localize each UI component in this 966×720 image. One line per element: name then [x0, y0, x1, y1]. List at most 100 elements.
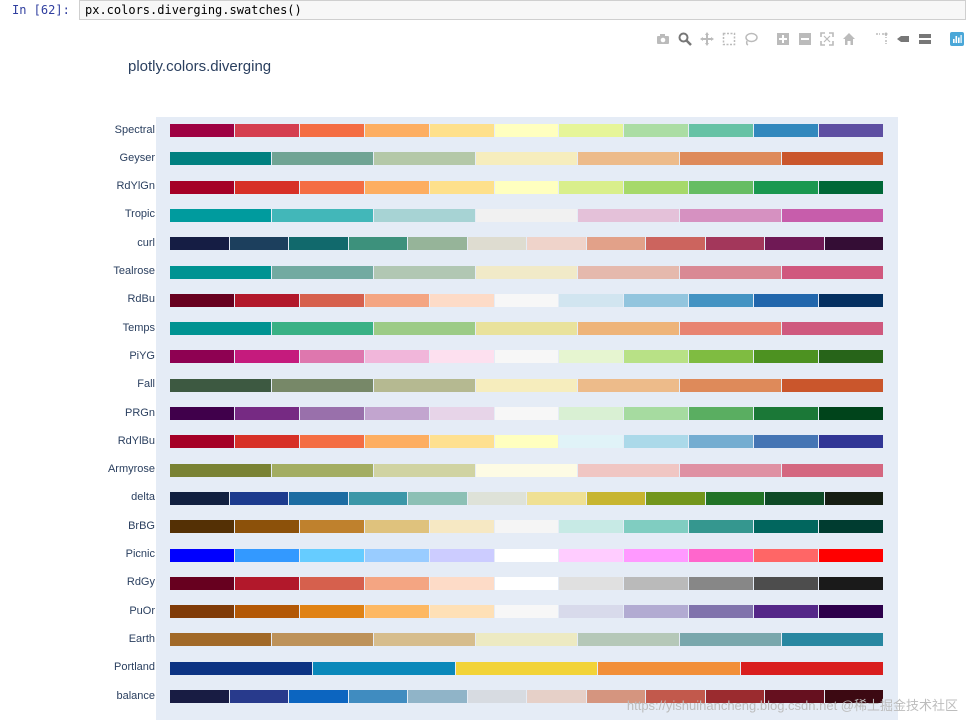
color-swatch[interactable]: [680, 152, 781, 166]
color-swatch[interactable]: [689, 407, 754, 420]
color-swatch[interactable]: [289, 237, 348, 251]
color-swatch[interactable]: [559, 124, 624, 137]
color-swatch[interactable]: [494, 435, 559, 449]
zoom-icon[interactable]: [676, 30, 694, 48]
color-swatch[interactable]: [170, 265, 271, 279]
color-swatch[interactable]: [680, 633, 781, 647]
color-swatch[interactable]: [170, 322, 271, 336]
color-swatch[interactable]: [429, 350, 494, 364]
color-swatch[interactable]: [559, 520, 624, 534]
color-swatch[interactable]: [624, 605, 689, 619]
color-swatch[interactable]: [170, 520, 234, 534]
color-swatch[interactable]: [476, 265, 577, 279]
color-swatch[interactable]: [754, 350, 819, 364]
color-swatch[interactable]: [299, 124, 364, 137]
color-swatch[interactable]: [494, 350, 559, 364]
color-swatch[interactable]: [170, 350, 234, 364]
color-swatch[interactable]: [559, 605, 624, 619]
color-swatch[interactable]: [170, 690, 229, 703]
color-swatch[interactable]: [765, 237, 824, 251]
color-swatch[interactable]: [559, 435, 624, 449]
zoom-out-icon[interactable]: [796, 30, 814, 48]
color-swatch[interactable]: [429, 548, 494, 562]
color-swatch[interactable]: [646, 491, 705, 505]
color-swatch[interactable]: [272, 322, 373, 336]
color-swatch[interactable]: [494, 520, 559, 534]
color-swatch[interactable]: [467, 237, 526, 251]
hover-compare-icon[interactable]: [916, 30, 934, 48]
color-swatch[interactable]: [299, 435, 364, 449]
color-swatch[interactable]: [289, 491, 348, 505]
color-swatch[interactable]: [476, 378, 577, 392]
color-swatch[interactable]: [578, 378, 679, 392]
color-swatch[interactable]: [429, 520, 494, 534]
color-swatch[interactable]: [374, 322, 475, 336]
color-swatch[interactable]: [646, 690, 705, 703]
color-swatch[interactable]: [624, 124, 689, 137]
color-swatch[interactable]: [578, 463, 679, 477]
color-swatch[interactable]: [819, 180, 883, 194]
color-swatch[interactable]: [272, 208, 373, 222]
color-swatch[interactable]: [754, 180, 819, 194]
color-swatch[interactable]: [170, 576, 234, 590]
color-swatch[interactable]: [741, 661, 883, 675]
hover-closest-icon[interactable]: [894, 30, 912, 48]
color-swatch[interactable]: [689, 548, 754, 562]
color-swatch[interactable]: [408, 690, 467, 703]
color-swatch[interactable]: [646, 237, 705, 251]
color-swatch[interactable]: [299, 520, 364, 534]
color-swatch[interactable]: [689, 350, 754, 364]
color-swatch[interactable]: [272, 633, 373, 647]
color-swatch[interactable]: [578, 152, 679, 166]
color-swatch[interactable]: [429, 293, 494, 307]
color-swatch[interactable]: [689, 435, 754, 449]
color-swatch[interactable]: [494, 605, 559, 619]
color-swatch[interactable]: [234, 124, 299, 137]
color-swatch[interactable]: [819, 548, 883, 562]
color-swatch[interactable]: [689, 180, 754, 194]
color-swatch[interactable]: [476, 633, 577, 647]
color-swatch[interactable]: [494, 407, 559, 420]
color-swatch[interactable]: [272, 152, 373, 166]
color-swatch[interactable]: [429, 576, 494, 590]
color-swatch[interactable]: [234, 520, 299, 534]
color-swatch[interactable]: [782, 152, 883, 166]
color-swatch[interactable]: [229, 491, 288, 505]
color-swatch[interactable]: [754, 407, 819, 420]
color-swatch[interactable]: [527, 491, 586, 505]
plotly-logo-icon[interactable]: [948, 30, 966, 48]
code-cell[interactable]: In [62]: px.colors.diverging.swatches(): [0, 0, 966, 22]
color-swatch[interactable]: [819, 293, 883, 307]
color-swatch[interactable]: [364, 180, 429, 194]
color-swatch[interactable]: [624, 548, 689, 562]
color-swatch[interactable]: [348, 237, 407, 251]
color-swatch[interactable]: [234, 605, 299, 619]
color-swatch[interactable]: [312, 661, 455, 675]
color-swatch[interactable]: [170, 463, 271, 477]
color-swatch[interactable]: [408, 237, 467, 251]
color-swatch[interactable]: [765, 690, 824, 703]
color-swatch[interactable]: [374, 208, 475, 222]
color-swatch[interactable]: [586, 237, 645, 251]
color-swatch[interactable]: [374, 152, 475, 166]
color-swatch[interactable]: [170, 293, 234, 307]
color-swatch[interactable]: [586, 690, 645, 703]
color-swatch[interactable]: [624, 520, 689, 534]
color-swatch[interactable]: [299, 576, 364, 590]
color-swatch[interactable]: [170, 124, 234, 137]
color-swatch[interactable]: [680, 378, 781, 392]
color-swatch[interactable]: [680, 463, 781, 477]
color-swatch[interactable]: [229, 237, 288, 251]
color-swatch[interactable]: [364, 576, 429, 590]
color-swatch[interactable]: [559, 293, 624, 307]
color-swatch[interactable]: [364, 605, 429, 619]
color-swatch[interactable]: [494, 124, 559, 137]
color-swatch[interactable]: [819, 576, 883, 590]
color-swatch[interactable]: [819, 124, 883, 137]
color-swatch[interactable]: [824, 491, 883, 505]
color-swatch[interactable]: [782, 633, 883, 647]
color-swatch[interactable]: [348, 491, 407, 505]
color-swatch[interactable]: [754, 576, 819, 590]
color-swatch[interactable]: [624, 435, 689, 449]
color-swatch[interactable]: [234, 435, 299, 449]
